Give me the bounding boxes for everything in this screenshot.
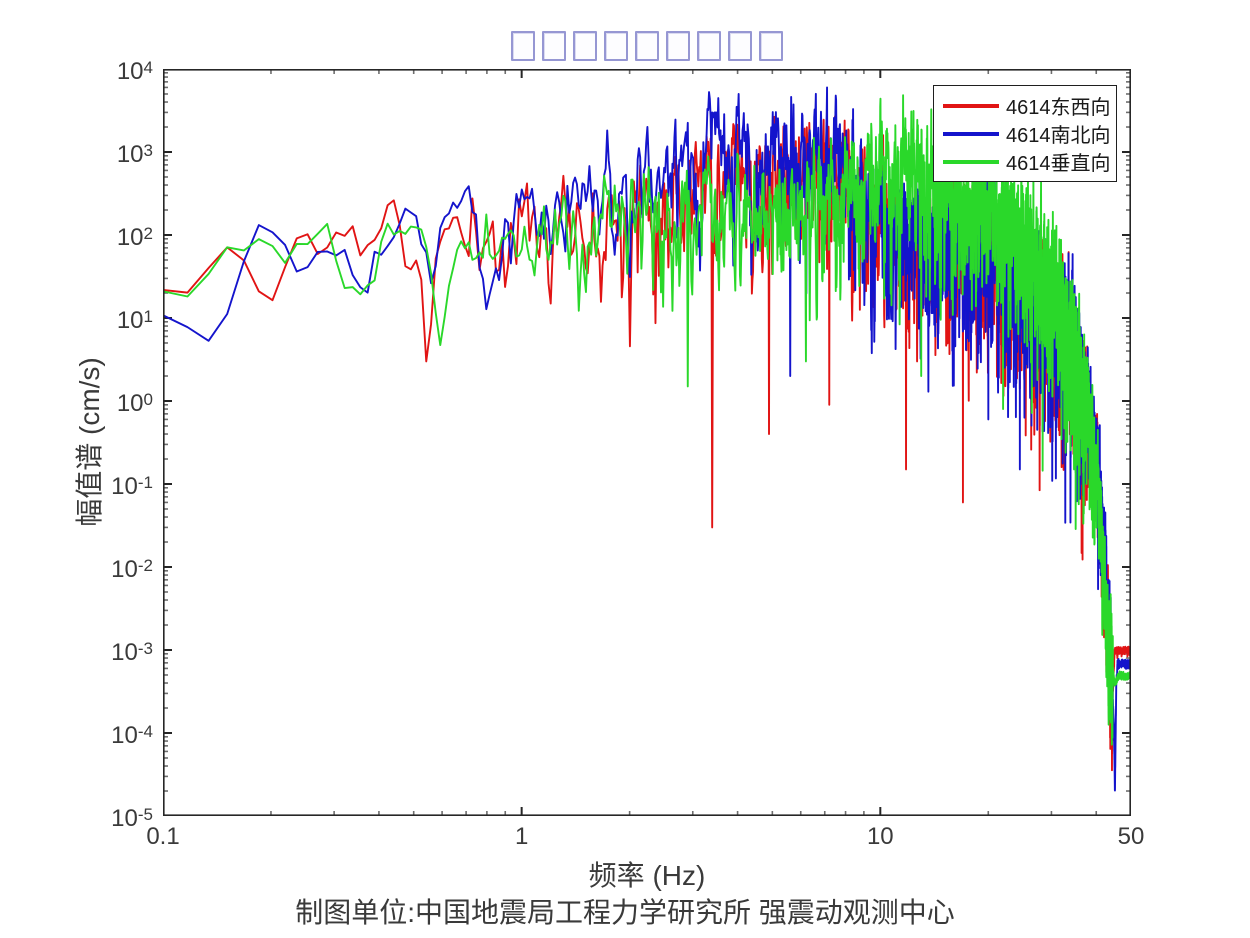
- legend-item-2: 4614垂直向: [943, 149, 1111, 175]
- y-tick-label: 101: [116, 307, 153, 334]
- legend-item-label: 4614南北向: [1006, 125, 1111, 147]
- legend-item-1: 4614南北向: [943, 121, 1111, 147]
- legend: 4614东西向 4614南北向 4614垂直向: [933, 85, 1117, 182]
- x-tick-label: 50: [1117, 823, 1145, 850]
- spectrum-svg: [163, 69, 1131, 816]
- y-tick-label: 10-4: [111, 722, 153, 749]
- legend-line-sample: [943, 131, 999, 136]
- caption: 制图单位:中国地震局工程力学研究所 强震动观测中心: [295, 897, 955, 928]
- title-missing-glyph-box: [635, 31, 659, 61]
- plot-area: 4614东西向 4614南北向 4614垂直向: [163, 69, 1131, 816]
- title-missing-glyph-box: [604, 31, 628, 61]
- legend-line-sample: [943, 103, 999, 108]
- chart-title: [163, 31, 1131, 65]
- y-axis-label: 幅值谱 (cm/s): [74, 357, 105, 527]
- series-group: [163, 86, 1131, 792]
- title-missing-glyph-box: [759, 31, 783, 61]
- x-tick-label: 0.1: [146, 823, 180, 850]
- title-missing-glyph-box: [573, 31, 597, 61]
- legend-item-label: 4614东西向: [1006, 97, 1111, 119]
- y-tick-label: 10-1: [111, 473, 153, 500]
- series-line-2: [163, 94, 1131, 746]
- y-tick-label: 102: [116, 224, 153, 251]
- y-tick-label: 10-5: [111, 805, 153, 832]
- title-missing-glyph-box: [697, 31, 721, 61]
- title-missing-glyph-box: [728, 31, 752, 61]
- legend-line-sample: [943, 159, 999, 164]
- title-missing-glyph-box: [542, 31, 566, 61]
- legend-item-0: 4614东西向: [943, 93, 1111, 119]
- legend-item-label: 4614垂直向: [1006, 153, 1111, 175]
- y-tick-label: 104: [116, 58, 153, 85]
- y-tick-label: 100: [116, 390, 153, 417]
- x-tick-label: 10: [866, 823, 894, 850]
- title-missing-glyph-box: [666, 31, 690, 61]
- y-tick-label: 103: [116, 141, 153, 168]
- x-tick-label: 1: [514, 823, 529, 850]
- y-tick-label: 10-2: [111, 556, 153, 583]
- x-axis-label: 频率 (Hz): [588, 860, 706, 891]
- axis-frame: [163, 69, 1131, 816]
- y-tick-label: 10-3: [111, 639, 153, 666]
- title-missing-glyph-box: [511, 31, 535, 61]
